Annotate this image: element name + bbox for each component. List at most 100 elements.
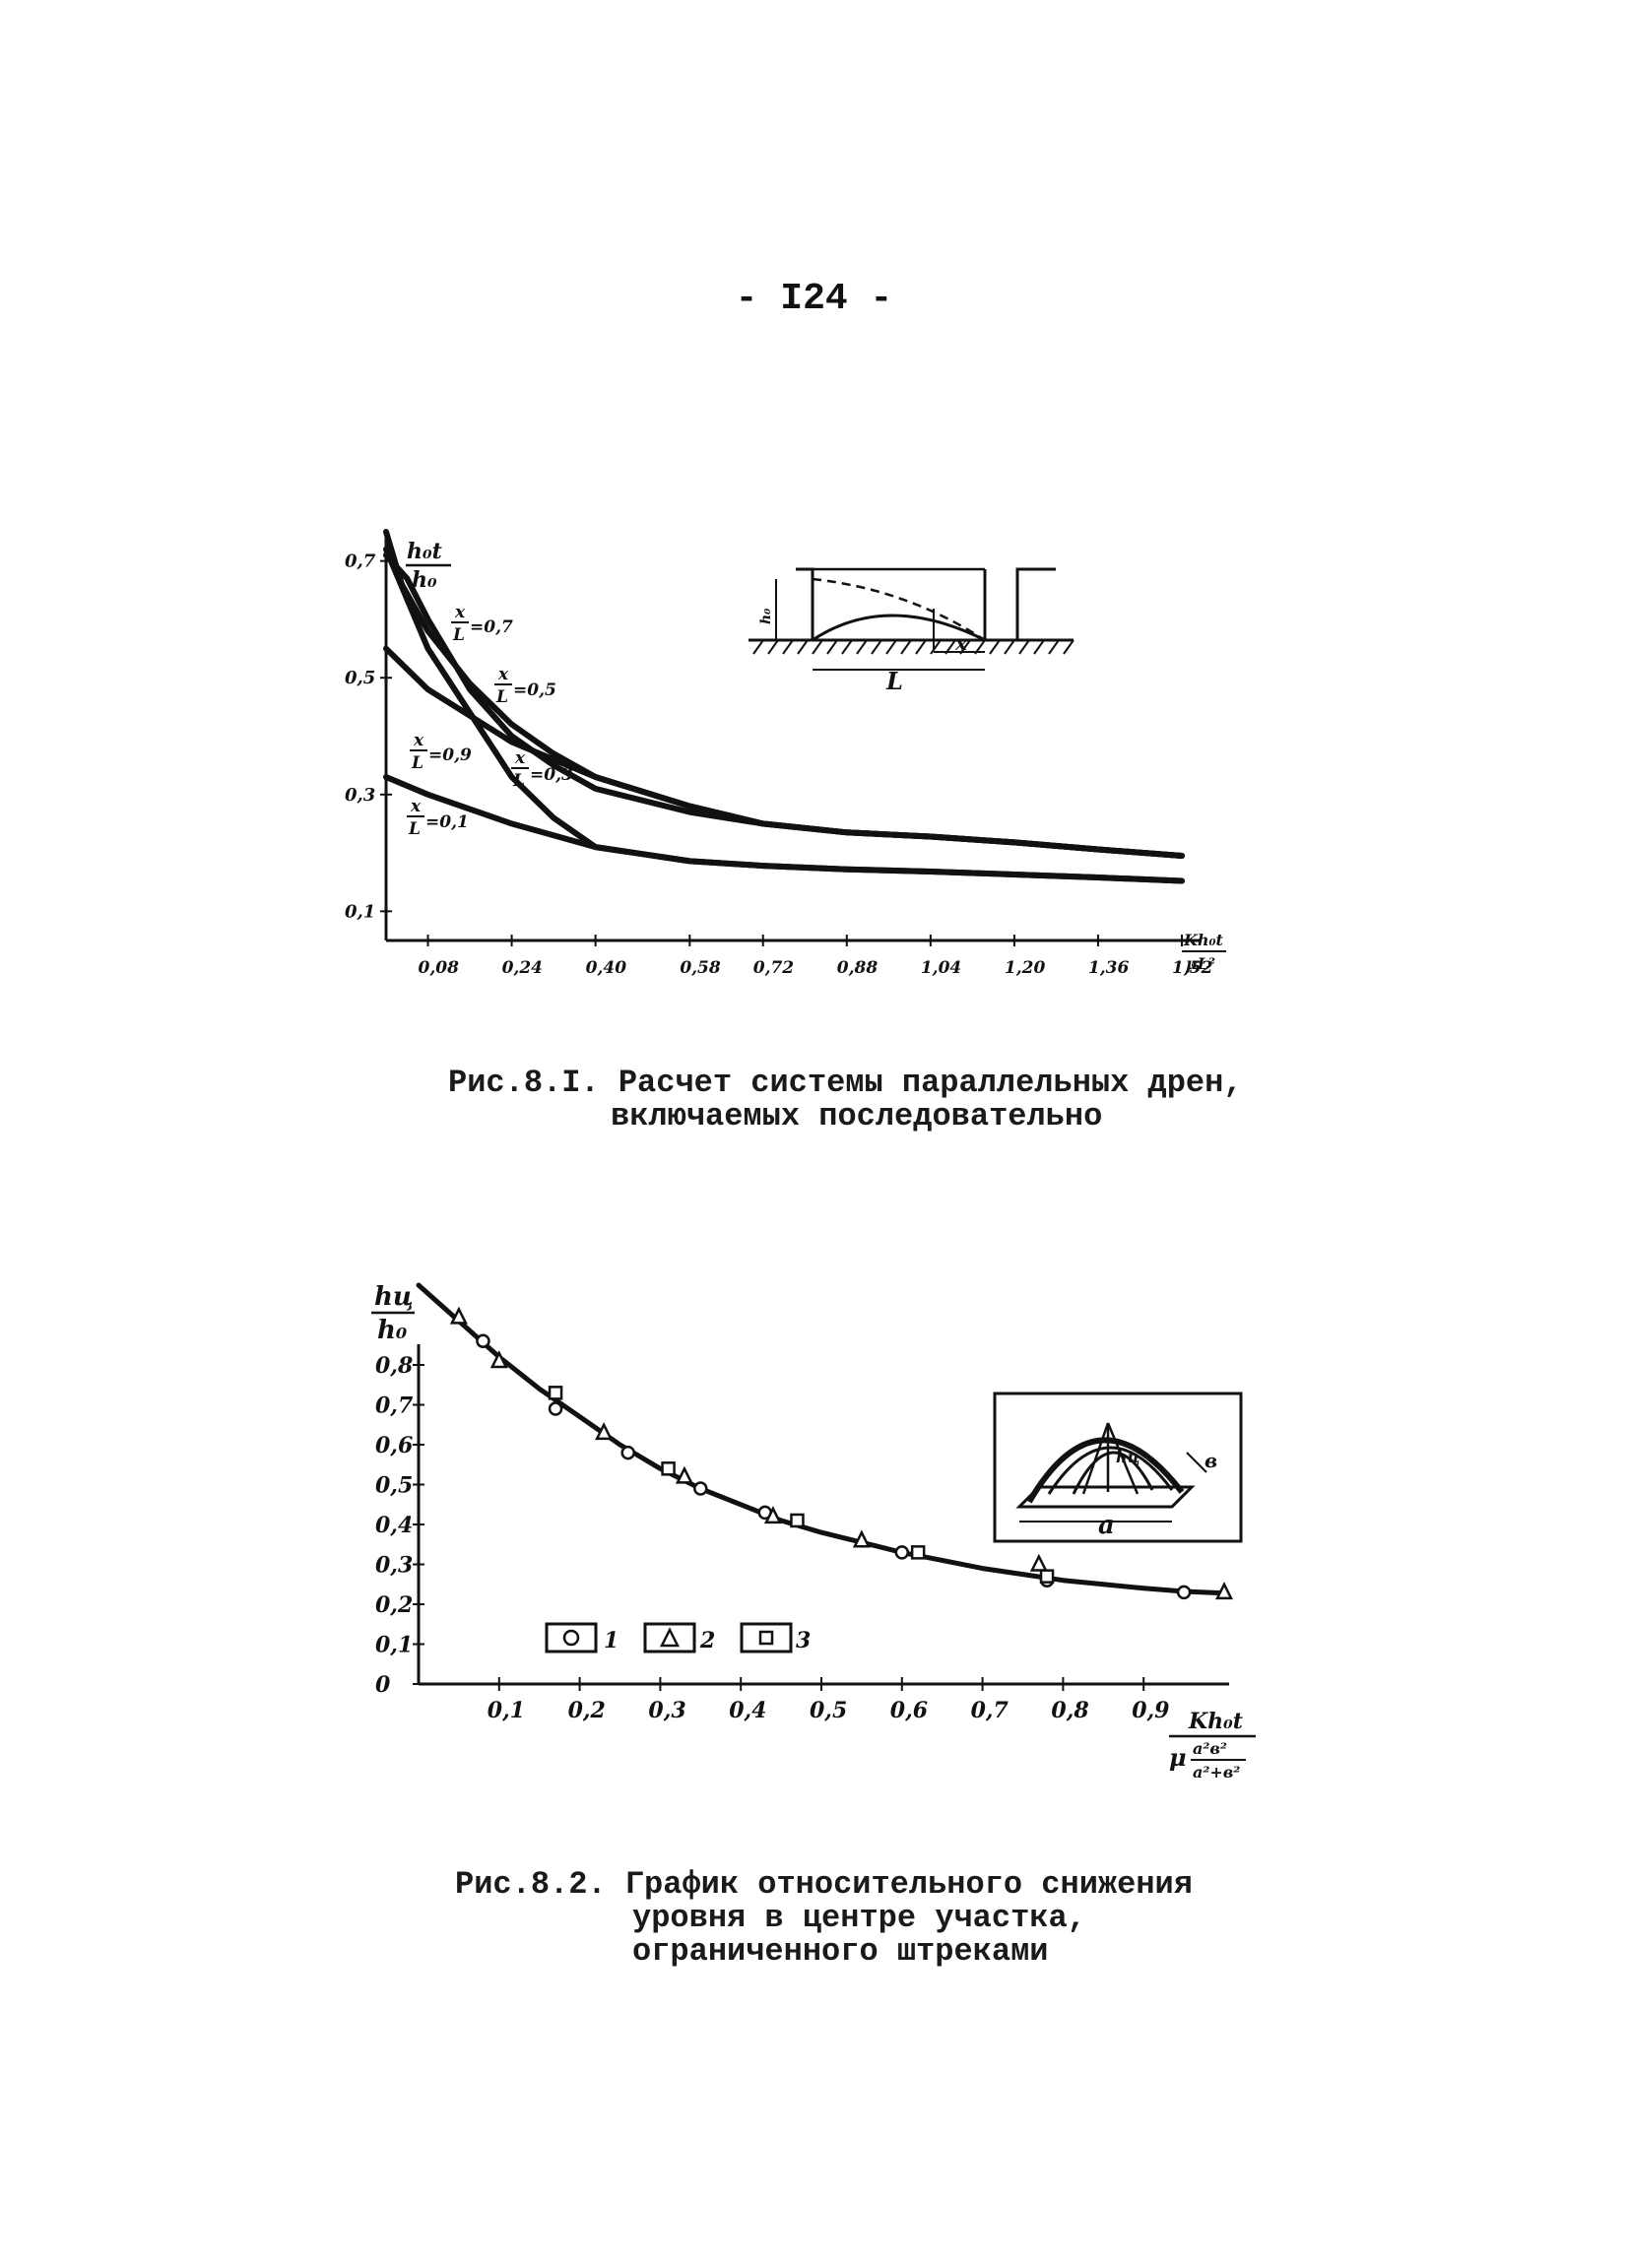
curve-label-value: =0,9 — [428, 745, 472, 765]
x-tick-label: 1,04 — [921, 958, 961, 978]
curve-label-0-7: x L =0,7 — [451, 603, 513, 645]
inset-label-L: L — [885, 667, 903, 695]
figure-1-y-label-numerator: h₀t — [407, 539, 442, 564]
data-point-circle — [1176, 1585, 1192, 1600]
figure-2-x-label-mu: μ — [1169, 1743, 1187, 1772]
y-tick-label: 0,7 — [345, 551, 376, 572]
data-point-circle — [620, 1445, 635, 1460]
inset-label-x: x — [954, 631, 968, 655]
curve-label-0-3: x L =0,3 — [511, 748, 573, 791]
data-point-circle — [476, 1333, 490, 1348]
figure-2-x-label-numerator: Kh₀t — [1188, 1709, 1243, 1734]
data-point-triangle — [763, 1506, 782, 1524]
inset-left-wall — [796, 567, 814, 640]
legend-box-3 — [740, 1622, 793, 1653]
data-point-circle — [548, 1401, 563, 1416]
curve-label-numerator: x — [454, 603, 466, 622]
curve-label-denominator: L — [495, 687, 508, 707]
y-tick-label: 0,6 — [375, 1433, 413, 1458]
curve-label-value: =0,1 — [425, 812, 469, 832]
x-tick-label: 1,36 — [1088, 958, 1130, 978]
figure-2-points — [449, 1306, 1234, 1600]
figure-1-y-ticks: 0,7 0,5 0,3 0,1 — [345, 551, 392, 922]
figure-2-y-label-numerator: hц — [374, 1282, 414, 1312]
x-tick-label: 0,3 — [648, 1698, 685, 1723]
inset-b-dim-line — [1186, 1452, 1207, 1473]
figure-2-caption-line-1: Рис.8.2. График относительного снижения — [455, 1866, 1193, 1903]
curve-label-numerator: x — [413, 731, 424, 750]
legend-box-1 — [545, 1622, 598, 1653]
data-point-triangle — [595, 1422, 614, 1441]
data-point-triangle — [449, 1306, 468, 1325]
legend-box-2 — [643, 1622, 696, 1653]
y-tick-label: 0,7 — [375, 1393, 414, 1419]
figure-1-caption-line-2: включаемых последовательно — [611, 1098, 1103, 1134]
curve-label-numerator: x — [514, 748, 526, 768]
y-tick-label: 0 — [375, 1672, 391, 1698]
inset-base-plate — [1015, 1485, 1196, 1509]
page-number: - I24 - — [735, 278, 893, 320]
legend-marker-square — [758, 1630, 774, 1646]
inset-right-wall-2 — [1015, 567, 1056, 640]
curve-label-0-9: x L =0,9 — [410, 731, 472, 773]
curve-label-0-5: x L =0,5 — [494, 665, 556, 707]
figure-2-y-ticks: 0 0,1 0,2 0,3 0,4 0,5 0,6 0,7 0,8 — [375, 1353, 424, 1698]
figure-1-caption: Рис.8.I. Расчет системы параллельных дре… — [448, 1067, 1243, 1134]
data-point-square — [1039, 1569, 1055, 1584]
figure-1-x-label-numerator: Kh₀t — [1183, 931, 1224, 949]
x-tick-label: 0,08 — [419, 958, 460, 978]
x-tick-label: 1,52 — [1172, 958, 1213, 978]
y-tick-label: 0,5 — [375, 1473, 413, 1499]
curve-label-numerator: x — [410, 797, 422, 816]
x-tick-label: 0,72 — [753, 958, 795, 978]
legend-label-2: 2 — [699, 1628, 715, 1653]
legend-label-3: 3 — [796, 1628, 811, 1653]
y-tick-label: 0,1 — [345, 901, 375, 922]
data-point-triangle — [1214, 1582, 1234, 1600]
x-tick-label: 0,58 — [680, 958, 721, 978]
y-tick-label: 0,3 — [375, 1553, 413, 1579]
figure-1-caption-line-1: Рис.8.I. Расчет системы параллельных дре… — [448, 1065, 1243, 1101]
figure-1-x-ticks: 0,08 0,24 0,40 0,58 0,72 0,88 1,04 1,20 1,36 1,52 — [419, 935, 1213, 978]
curve-label-numerator: x — [497, 665, 509, 684]
figure-2-chart: 0,1 0,2 0,3 0,4 0,5 0,6 0,7 0,8 0,9 00,10,20,30,… — [371, 1282, 1256, 1782]
y-tick-label: 0,4 — [375, 1513, 413, 1538]
curve-label-value: =0,7 — [470, 617, 513, 637]
curve-label-value: =0,5 — [513, 680, 556, 700]
x-tick-label: 0,4 — [729, 1698, 766, 1723]
curve-label-denominator: L — [452, 625, 465, 645]
curve-label-denominator: L — [512, 771, 525, 791]
data-point-triangle — [1029, 1553, 1048, 1572]
data-point-triangle — [675, 1465, 693, 1484]
y-tick-label: 0,2 — [375, 1592, 413, 1618]
x-tick-label: 0,5 — [810, 1698, 847, 1723]
figure-1-chart: 0,08 0,24 0,40 0,58 0,72 0,88 1,04 1,20 1,36 1,52… — [345, 529, 1226, 978]
y-tick-label: 0,8 — [375, 1353, 413, 1379]
data-point-square — [661, 1461, 676, 1476]
curve-label-denominator: L — [408, 819, 421, 839]
legend-label-1: 1 — [604, 1628, 619, 1653]
y-tick-label: 0,1 — [375, 1633, 413, 1658]
x-tick-label: 0,2 — [568, 1698, 606, 1723]
figure-2-caption: Рис.8.2. График относительного снижения … — [455, 1868, 1193, 1969]
y-tick-label: 0,3 — [345, 785, 375, 806]
figure-2-x-label-den-b: a²+в² — [1193, 1763, 1240, 1782]
figure-2-caption-line-2: уровня в центре участка, — [632, 1900, 1086, 1936]
figure-2-x-label-den-a: a²в² — [1193, 1739, 1227, 1758]
inset-label-a: a — [1098, 1511, 1115, 1540]
data-point-square — [790, 1513, 805, 1528]
data-point-circle — [693, 1481, 708, 1496]
x-tick-label: 0,7 — [971, 1698, 1009, 1723]
figure-2-y-label-denominator: h₀ — [377, 1316, 408, 1345]
figure-2-x-ticks: 0,1 0,2 0,3 0,4 0,5 0,6 0,7 0,8 0,9 — [488, 1677, 1169, 1723]
y-tick-label: 0,5 — [345, 668, 375, 688]
curve-label-value: =0,3 — [530, 765, 573, 785]
data-point-square — [910, 1545, 926, 1560]
inset-dome-rib-3 — [1106, 1422, 1140, 1495]
inset-dome-rib-2 — [1081, 1422, 1110, 1495]
figure-2-axes — [417, 1344, 1229, 1686]
x-tick-label: 0,6 — [890, 1698, 928, 1723]
legend-marker-triangle — [659, 1627, 681, 1648]
legend-marker-circle — [562, 1629, 580, 1647]
figure-1-inset-schematic — [749, 567, 1074, 671]
